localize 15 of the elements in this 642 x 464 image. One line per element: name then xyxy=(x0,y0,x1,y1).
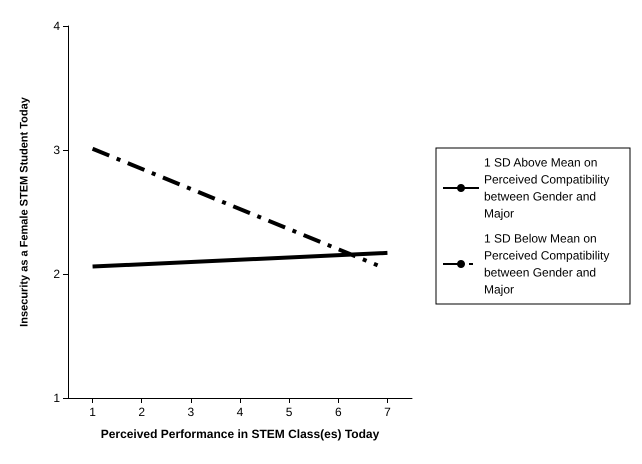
y-tick-label: 2 xyxy=(53,267,60,281)
x-tick-label: 7 xyxy=(384,405,392,419)
y-tick-label: 1 xyxy=(53,391,60,405)
y-axis-title: Insecurity as a Female STEM Student Today xyxy=(18,96,30,327)
x-tick-label: 2 xyxy=(138,405,146,419)
x-tick-label: 3 xyxy=(188,405,195,419)
x-tick-label: 5 xyxy=(286,405,293,419)
x-tick-label: 6 xyxy=(334,405,342,419)
x-tick-label: 4 xyxy=(236,405,244,419)
legend-label: 1 SD Above Mean on Perceived Compatibility between Gender and Major xyxy=(484,156,613,220)
x-tick-label: 1 xyxy=(89,405,96,419)
legend-label: 1 SD Below Mean on Perceived Compatibility between Gender and Major xyxy=(484,232,613,296)
y-tick-label: 3 xyxy=(53,143,60,157)
y-tick-label: 4 xyxy=(53,19,60,33)
x-axis-title: Perceived Performance in STEM Class(es) Today xyxy=(100,427,380,441)
